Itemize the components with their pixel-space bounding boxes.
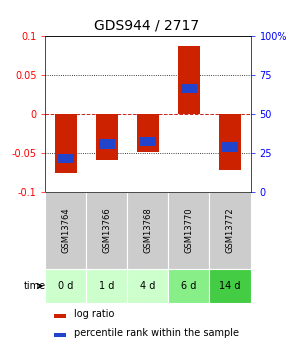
Text: 14 d: 14 d — [219, 281, 241, 291]
Text: percentile rank within the sample: percentile rank within the sample — [74, 328, 239, 338]
Text: 4 d: 4 d — [140, 281, 156, 291]
Text: GSM13770: GSM13770 — [185, 208, 193, 253]
Bar — [168, 269, 209, 303]
Text: time: time — [23, 281, 45, 291]
Bar — [178, 46, 200, 114]
Bar — [54, 333, 66, 337]
Bar — [86, 269, 127, 303]
Text: GDS944 / 2717: GDS944 / 2717 — [94, 19, 199, 33]
Bar — [219, 114, 241, 170]
Text: GSM13766: GSM13766 — [103, 208, 111, 253]
Bar — [222, 142, 238, 152]
Text: 1 d: 1 d — [99, 281, 115, 291]
Text: 6 d: 6 d — [181, 281, 197, 291]
Bar — [168, 193, 209, 269]
Text: GSM13768: GSM13768 — [144, 208, 152, 253]
Bar — [209, 193, 251, 269]
Bar — [127, 269, 168, 303]
Text: log ratio: log ratio — [74, 309, 115, 319]
Bar — [140, 137, 156, 146]
Bar — [86, 193, 127, 269]
Bar — [181, 84, 197, 93]
Bar — [99, 139, 115, 149]
Bar — [54, 314, 66, 318]
Bar — [45, 269, 86, 303]
Text: 0 d: 0 d — [58, 281, 74, 291]
Bar — [127, 193, 168, 269]
Bar — [209, 269, 251, 303]
Bar — [54, 114, 77, 173]
Bar — [45, 193, 86, 269]
Text: GSM13764: GSM13764 — [62, 208, 70, 253]
Bar — [96, 114, 118, 160]
Text: GSM13772: GSM13772 — [226, 208, 234, 253]
Bar — [137, 114, 159, 152]
Bar — [58, 154, 74, 164]
